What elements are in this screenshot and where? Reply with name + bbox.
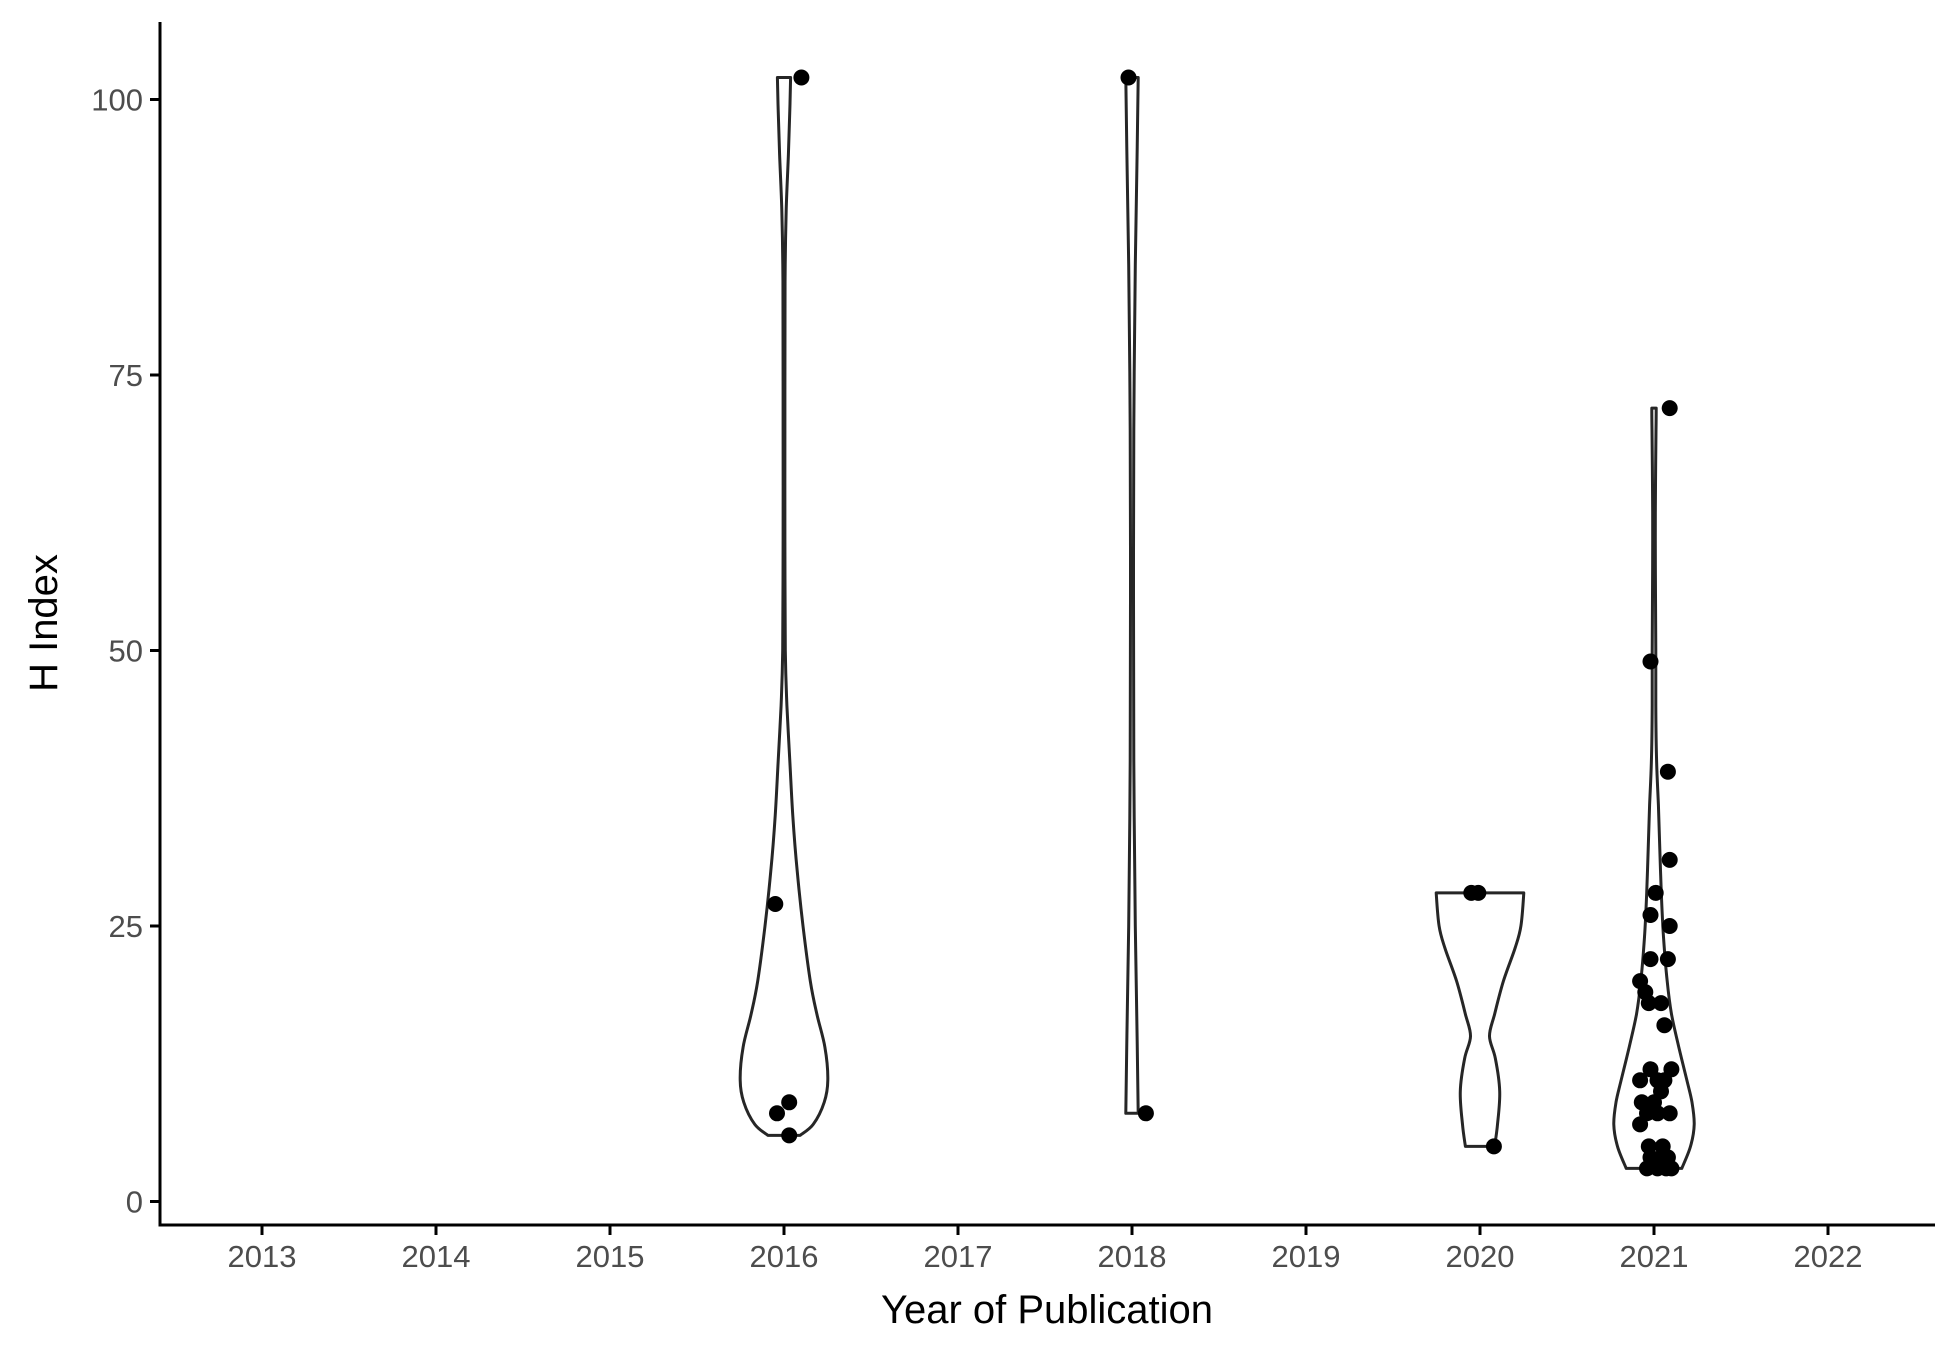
data-point-2021	[1659, 763, 1676, 780]
data-point-2021	[1632, 1072, 1649, 1089]
data-point-2021	[1661, 1105, 1678, 1122]
data-point-2021	[1661, 918, 1678, 934]
data-point-2021	[1661, 400, 1678, 417]
violin-2020	[1434, 891, 1526, 1148]
data-point-2021	[1656, 1017, 1673, 1034]
y-tick-label: 50	[109, 634, 143, 669]
x-tick-label: 2015	[576, 1239, 645, 1274]
violin-2021	[1612, 406, 1696, 1170]
data-point-2021	[1649, 1105, 1666, 1122]
x-axis-ticks: 2013 2014 2015 2016 2017 2018 2019 2020 2021 2022	[228, 1225, 1863, 1274]
data-point-2016	[781, 1094, 798, 1111]
data-point-2021	[1647, 884, 1664, 901]
x-tick-label: 2016	[750, 1239, 819, 1274]
data-point-2016	[781, 1127, 798, 1144]
data-point-2021	[1659, 951, 1676, 968]
y-axis-ticks: 0 25 50 75 100	[91, 83, 160, 1220]
x-tick-label: 2018	[1098, 1239, 1167, 1274]
data-point-2016	[767, 896, 784, 912]
x-tick-label: 2014	[402, 1239, 471, 1274]
data-point-2021	[1642, 907, 1659, 923]
y-tick-label: 0	[126, 1185, 143, 1220]
violin-2018	[1124, 76, 1140, 1115]
y-axis-title: H Index	[22, 554, 66, 692]
x-axis-title: Year of Publication	[881, 1288, 1213, 1332]
data-point-2021	[1653, 995, 1669, 1012]
data-point-2016	[769, 1105, 785, 1122]
data-point-2021	[1661, 851, 1678, 868]
x-tick-label: 2019	[1272, 1239, 1341, 1274]
x-tick-label: 2017	[924, 1239, 993, 1274]
y-tick-label: 100	[91, 83, 143, 118]
violin-layer	[738, 76, 1696, 1170]
y-tick-label: 25	[109, 909, 143, 944]
data-point-2020	[1470, 884, 1487, 901]
data-point-2021	[1642, 951, 1659, 968]
data-point-2021	[1632, 1116, 1649, 1133]
x-tick-label: 2020	[1446, 1239, 1515, 1274]
data-point-2020	[1485, 1138, 1502, 1155]
point-layer	[767, 69, 1680, 1177]
data-point-2021	[1640, 995, 1657, 1012]
data-point-2018	[1137, 1105, 1154, 1122]
y-tick-label: 75	[109, 358, 143, 393]
x-tick-label: 2013	[228, 1239, 297, 1274]
x-tick-label: 2022	[1794, 1239, 1863, 1274]
x-tick-label: 2021	[1620, 1239, 1689, 1274]
data-point-2021	[1663, 1160, 1680, 1177]
data-point-2016	[793, 69, 810, 86]
violin-2016	[738, 76, 830, 1137]
data-point-2021	[1642, 653, 1659, 670]
data-point-2018	[1120, 69, 1137, 86]
